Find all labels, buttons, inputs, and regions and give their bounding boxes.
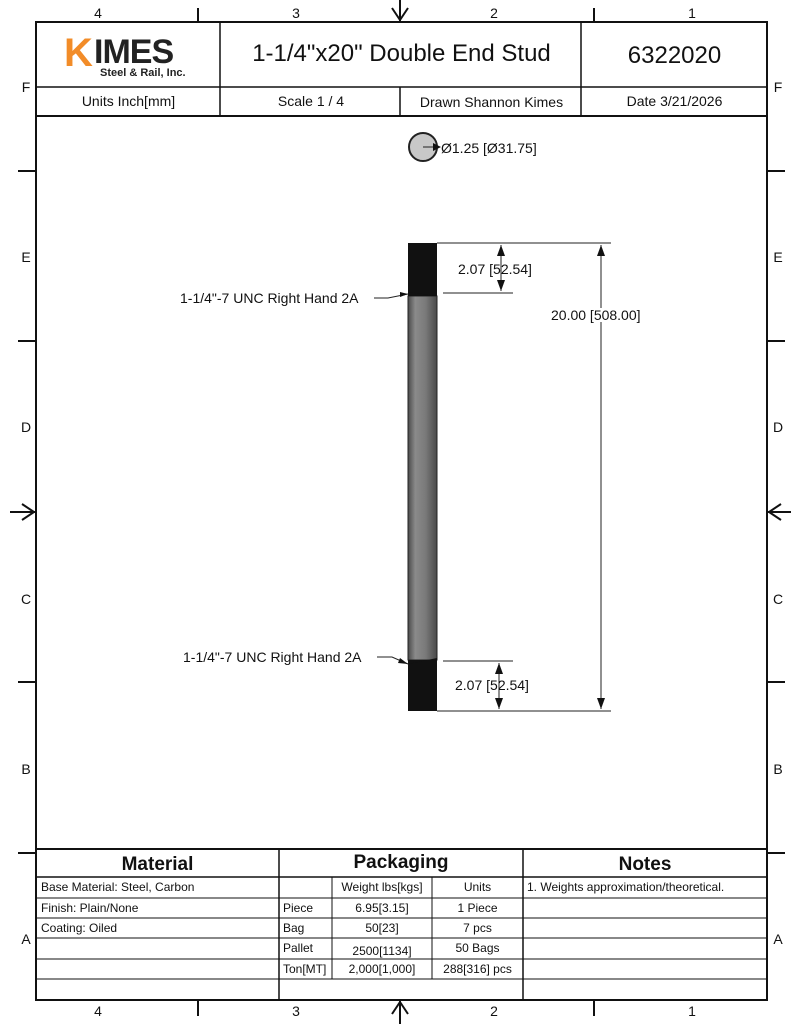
units-field: Units Inch[mm] [81,93,176,109]
packaging-row-units: 288[316] pcs [443,962,512,976]
zone-letter-left: C [20,591,32,607]
packaging-row-label: Pallet [283,941,314,955]
material-row: Coating: Oiled [41,921,118,935]
zone-letter-right: C [772,591,784,607]
part-number: 6322020 [627,42,722,69]
company-logo: K IMES Steel & Rail, Inc. [64,30,204,82]
date-field: Date 3/21/2026 [626,93,723,109]
logo-wordmark: IMES [94,33,174,71]
zone-letter-left: B [21,761,31,777]
title-block-grid [36,22,767,117]
zone-letter-right: B [773,761,783,777]
packaging-row-label: Piece [283,901,314,915]
zone-number-top: 4 [94,5,102,21]
zone-letter-right: A [773,931,783,947]
packaging-row-label: Bag [283,921,305,935]
zone-number-bottom: 2 [490,1003,498,1019]
scale-field: Scale 1 / 4 [277,93,345,109]
zone-number-bottom: 4 [94,1003,102,1019]
zone-letter-right: E [773,249,783,265]
thread-callout-top: 1-1/4"-7 UNC Right Hand 2A [180,290,359,306]
drawing-title: 1-1/4"x20" Double End Stud [252,40,551,67]
zone-letter-right: D [772,419,784,435]
zone-letter-left: E [21,249,31,265]
zone-number-top: 2 [490,5,498,21]
packaging-heading: Packaging [353,852,449,873]
logo-tagline: Steel & Rail, Inc. [100,67,186,79]
zone-letter-right: F [773,79,783,95]
thread-length-bottom: 2.07 [52.54] [455,677,529,693]
packaging-row-units: 1 Piece [457,901,498,915]
packaging-row-weight: 2500[1134] [352,944,412,958]
packaging-units-header: Units [463,880,492,894]
zone-number-top: 1 [688,5,696,21]
packaging-row-weight: 2,000[1,000] [348,962,416,976]
packaging-row-label: Ton[MT] [283,962,327,976]
packaging-weight-header: Weight lbs[kgs] [341,880,423,894]
packaging-row-weight: 6.95[3.15] [355,901,409,915]
diameter-label: Ø1.25 [Ø31.75] [441,140,537,156]
packaging-row-units: 7 pcs [463,921,492,935]
thread-callout-bottom: 1-1/4"-7 UNC Right Hand 2A [183,649,362,665]
zone-number-bottom: 3 [292,1003,300,1019]
thread-length-top: 2.07 [52.54] [458,261,532,277]
material-heading: Material [121,854,194,875]
overall-length: 20.00 [508.00] [550,307,642,323]
bottom-block-grid [36,848,767,1000]
notes-row: 1. Weights approximation/theoretical. [527,880,725,894]
zone-number-bottom: 1 [688,1003,696,1019]
material-row: Finish: Plain/None [41,901,139,915]
notes-heading: Notes [618,854,672,875]
packaging-row-units: 50 Bags [455,941,500,955]
zone-number-top: 3 [292,5,300,21]
zone-letter-left: D [20,419,32,435]
title-block [36,22,767,117]
packaging-row-weight: 50[23] [365,921,399,935]
zone-letter-left: A [21,931,31,947]
zone-letter-left: F [21,79,31,95]
bottom-info-block [36,848,767,1000]
logo-mark: K [64,31,93,75]
material-row: Base Material: Steel, Carbon [41,880,195,894]
drawn-by-field: Drawn Shannon Kimes [419,94,564,110]
